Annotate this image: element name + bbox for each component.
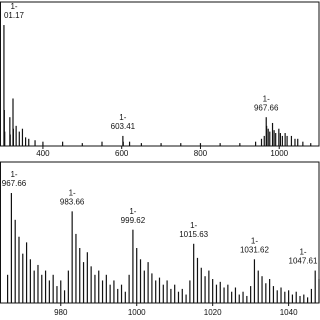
peak-label: 1-	[69, 188, 76, 197]
peak-label: 983.66	[60, 197, 85, 206]
peak-label: 1-	[251, 236, 258, 245]
peak-label: 999.62	[121, 216, 146, 225]
x-tick-label: 800	[194, 149, 208, 158]
x-tick-label: 980	[54, 308, 68, 317]
peak-label: 1-	[190, 221, 197, 230]
peak-label: 1-	[129, 207, 136, 216]
peak-label: 1-	[10, 2, 17, 11]
peak-label: 01.17	[4, 11, 25, 20]
peak-label: 1015.63	[179, 230, 208, 239]
x-tick-label: 600	[115, 149, 129, 158]
peak-label: 1047.61	[289, 257, 318, 266]
x-tick-label: 1000	[128, 308, 146, 317]
peak-label: 967.66	[2, 179, 27, 188]
peak-label: 1031.62	[240, 245, 269, 254]
peak-label: 967.66	[254, 103, 279, 112]
peak-label: 1-	[263, 94, 270, 103]
peak-label: 1-	[119, 113, 126, 122]
x-tick-label: 1040	[280, 308, 298, 317]
x-tick-label: 400	[36, 149, 50, 158]
peak-label: 1-	[299, 248, 306, 257]
peak-label: 1-	[10, 170, 17, 179]
x-tick-label: 1000	[270, 149, 288, 158]
plot-frame	[0, 1, 320, 147]
x-tick-label: 1020	[204, 308, 222, 317]
peak-label: 603.41	[111, 122, 136, 131]
